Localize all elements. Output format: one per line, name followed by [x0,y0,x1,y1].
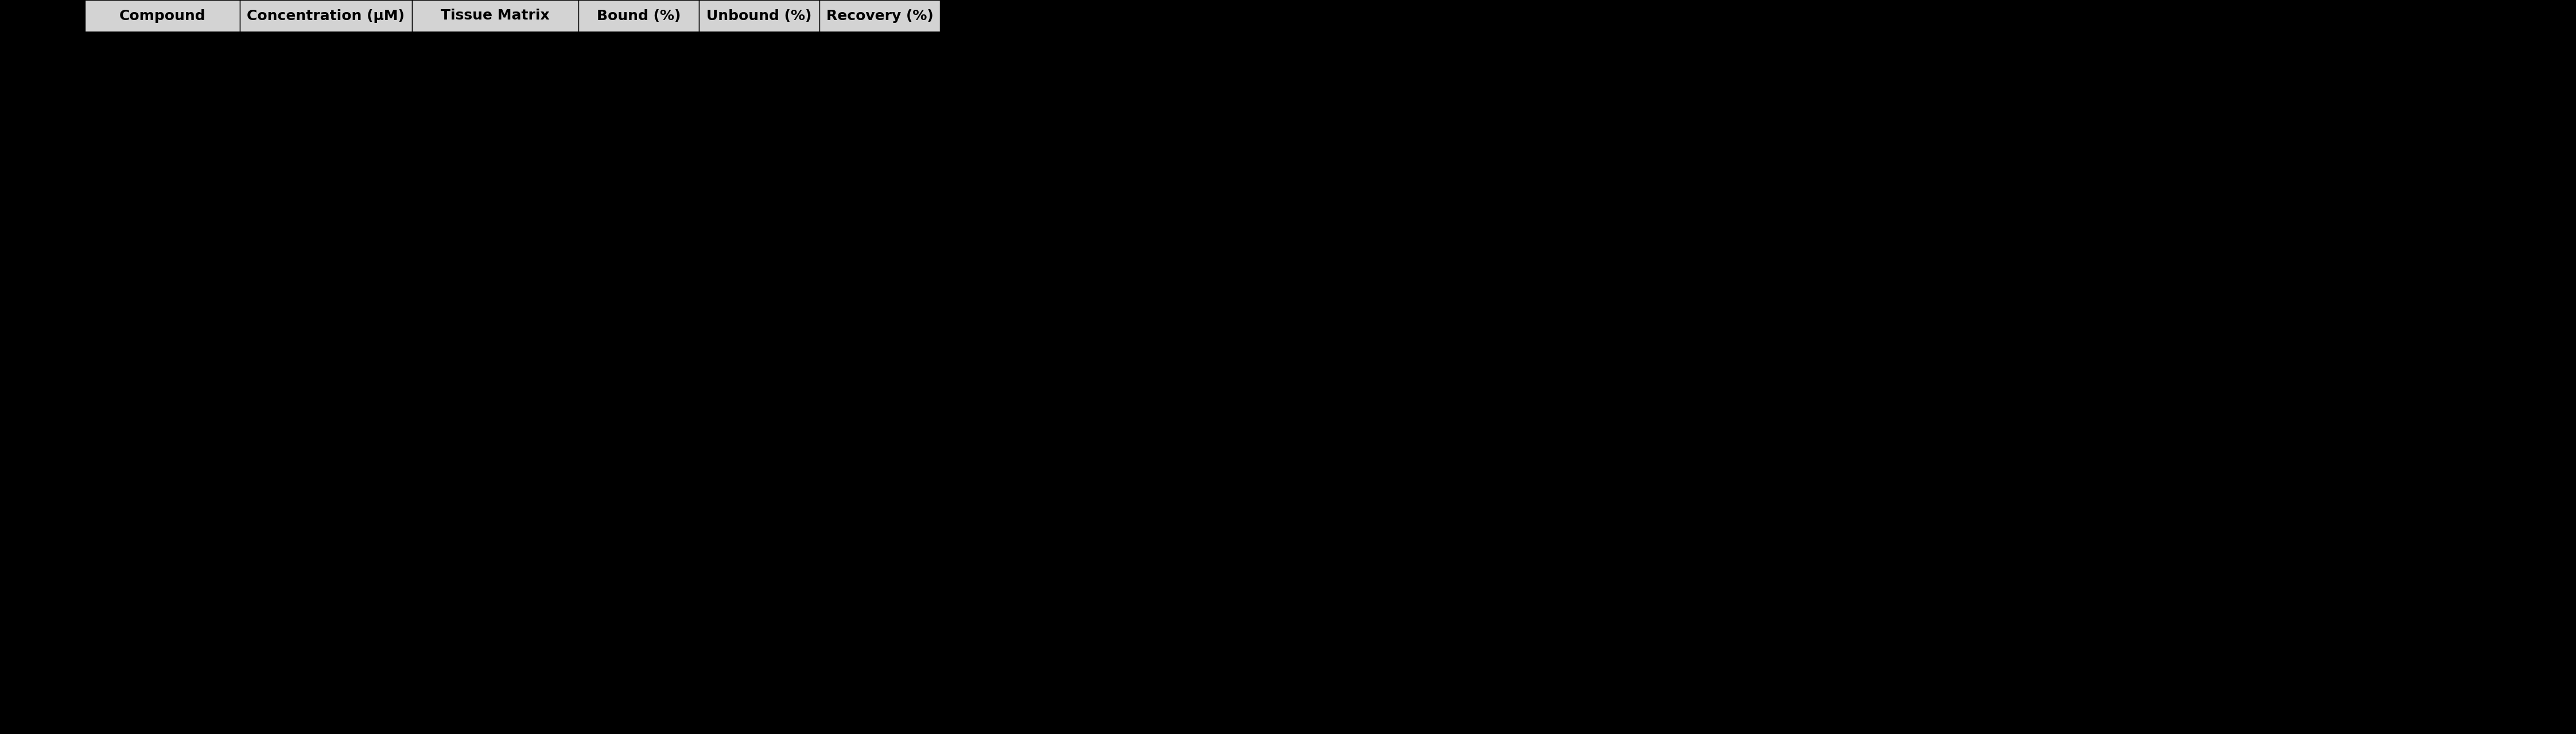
Text: Concentration (μM): Concentration (μM) [247,9,404,23]
Text: Tissue Matrix: Tissue Matrix [440,9,549,23]
Text: Unbound (%): Unbound (%) [706,9,811,23]
Text: Compound: Compound [118,9,206,23]
Text: Bound (%): Bound (%) [598,9,680,23]
Text: Recovery (%): Recovery (%) [827,9,933,23]
